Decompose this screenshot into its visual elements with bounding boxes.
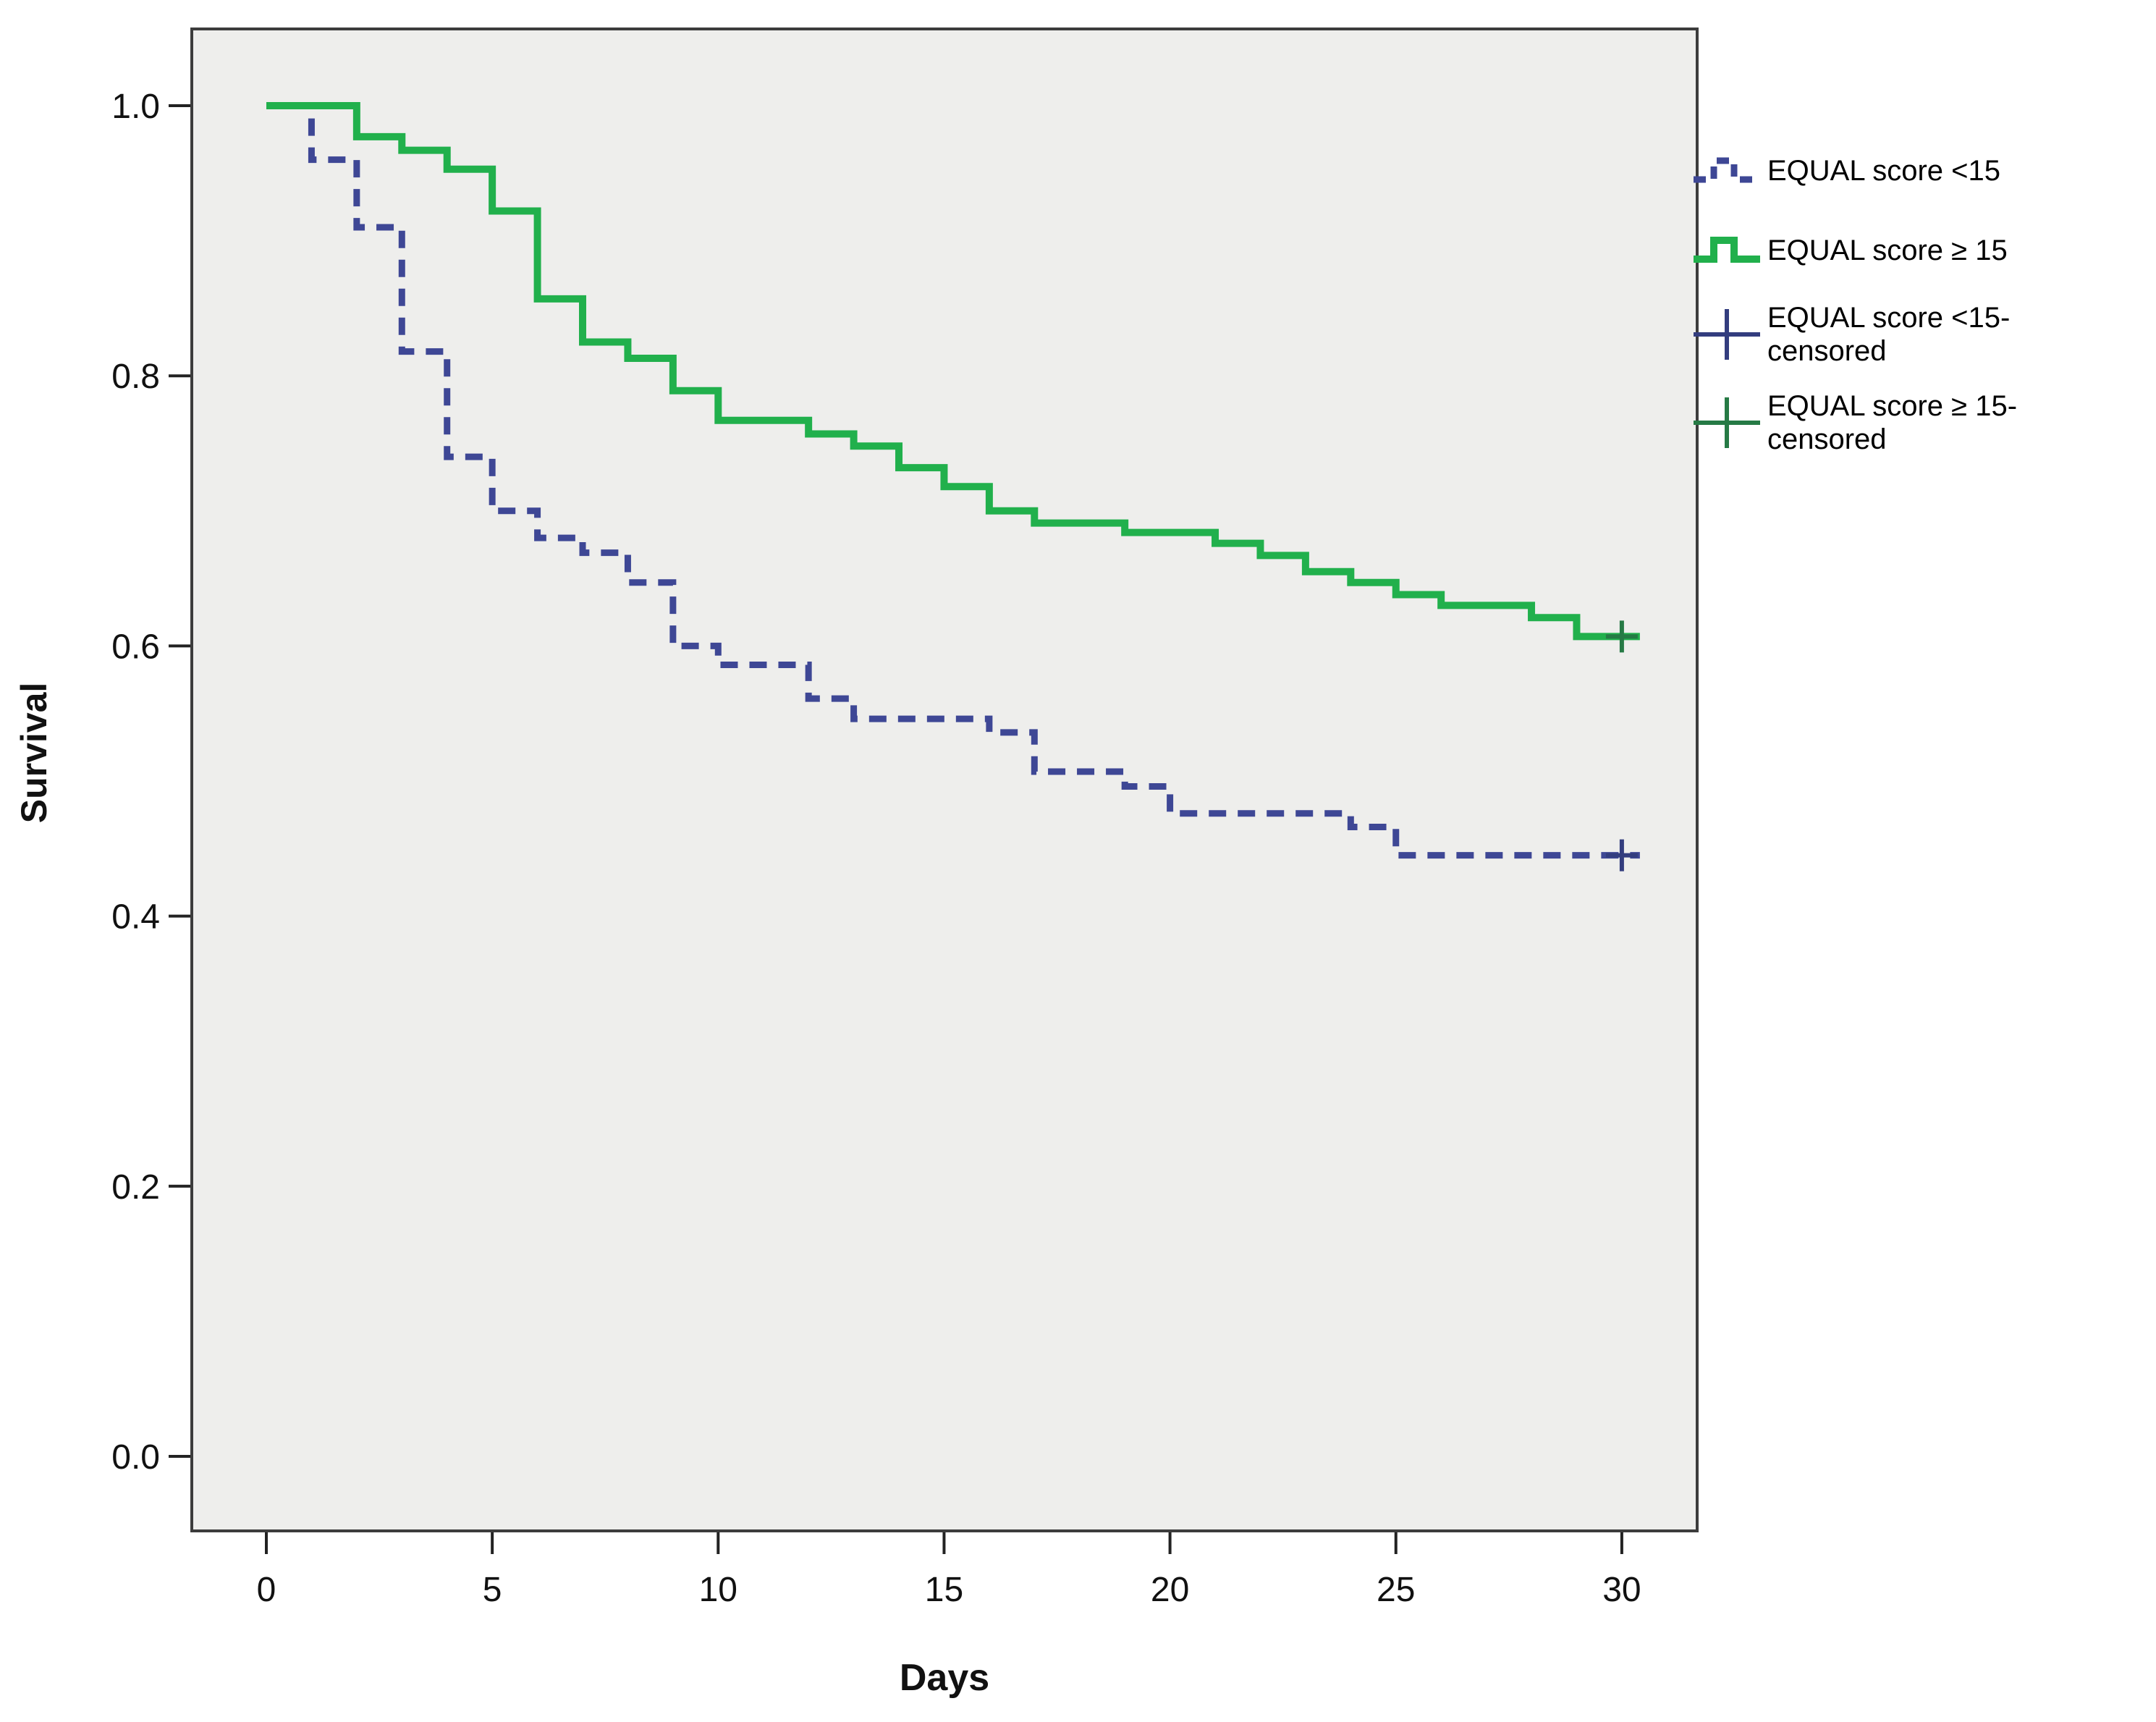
- legend-entry-lt15: EQUAL score <15: [1692, 142, 2155, 200]
- y-tick-label: 0.6: [111, 628, 160, 666]
- y-tick-label: 0.0: [111, 1438, 160, 1477]
- legend-label: EQUAL score ≥ 15-censored: [1767, 390, 2018, 455]
- y-tick-label: 0.4: [111, 898, 160, 937]
- solid-step-line-icon: [1694, 237, 1760, 263]
- x-axis-title: Days: [900, 1657, 989, 1699]
- x-tick-label: 5: [483, 1571, 502, 1609]
- x-tick-label: 25: [1377, 1571, 1415, 1609]
- legend-entry-lt15-censored: EQUAL score <15-censored: [1692, 301, 2155, 368]
- legend-label: EQUAL score <15-censored: [1767, 302, 2011, 367]
- censor-mark-lt15: [1605, 839, 1638, 871]
- y-tick-label: 0.8: [111, 358, 160, 396]
- km-curve-equal-score-lt15: [266, 102, 1640, 859]
- x-tick-label: 10: [699, 1571, 737, 1609]
- legend-entry-ge15-censored: EQUAL score ≥ 15-censored: [1692, 389, 2155, 456]
- y-tick-label: 0.2: [111, 1168, 160, 1207]
- x-tick-label: 30: [1602, 1571, 1641, 1609]
- x-tick-label: 20: [1151, 1571, 1189, 1609]
- censor-mark-ge15: [1605, 620, 1638, 653]
- plot-frame: [190, 28, 1699, 1532]
- x-tick-label: 15: [925, 1571, 963, 1609]
- legend-label: EQUAL score ≥ 15: [1767, 235, 2008, 266]
- plus-censor-icon: [1694, 309, 1760, 360]
- km-curve-equal-score-ge15: [266, 102, 1640, 641]
- dashed-step-line-icon: [1694, 157, 1760, 183]
- plus-censor-icon: [1694, 397, 1760, 448]
- plot-area: [192, 29, 1697, 1531]
- legend-entry-ge15: EQUAL score ≥ 15: [1692, 221, 2155, 279]
- y-axis-title: Survival: [14, 683, 54, 824]
- y-tick-label: 1.0: [111, 88, 160, 126]
- legend-label: EQUAL score <15: [1767, 155, 2001, 187]
- x-tick-label: 0: [257, 1571, 276, 1609]
- legend: EQUAL score <15 EQUAL score ≥ 15 EQUAL s…: [1692, 142, 2155, 456]
